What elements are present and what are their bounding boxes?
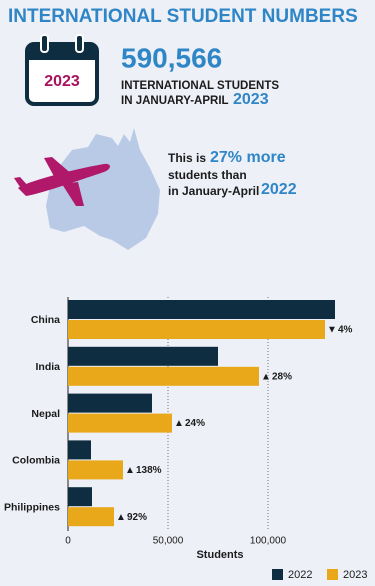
title: INTERNATIONAL STUDENT NUMBERS [8,6,358,27]
bar [68,320,325,339]
bar [68,413,172,433]
x-tick-label: 0 [65,536,71,547]
bar [68,440,91,460]
change-label: 28% [272,371,292,382]
total: 590,566 [121,42,222,73]
plane-icon [14,157,110,206]
legend-swatch [272,569,283,580]
y-tick-label: Colombia [12,455,60,467]
x-tick-label: 100,000 [250,536,287,547]
compare-text: in January-April [168,184,259,198]
change-arrow: ▲ [116,512,126,523]
calendar-icon [25,34,99,106]
x-tick-label: 50,000 [153,536,184,547]
bar [68,346,218,366]
calendar-year: 2023 [44,73,80,90]
change-label: 92% [127,512,147,523]
change-arrow: ▲ [261,371,271,382]
bar [68,507,114,527]
y-tick-label: Nepal [31,408,60,420]
bar [68,300,335,319]
change-label: 24% [185,418,205,429]
bar [68,366,259,386]
legend-label: 2023 [343,569,367,581]
y-tick-label: India [35,361,60,373]
compare-text: students than [168,168,247,182]
change-label: 138% [136,465,162,476]
x-axis-label: Students [196,549,243,561]
change-label: 4% [338,325,353,336]
y-tick-label: Philippines [4,501,60,513]
australia-map [46,128,160,250]
total-line: INTERNATIONAL STUDENTS [121,80,279,92]
total-year: 2023 [233,91,269,108]
change-arrow: ▲ [125,465,135,476]
bar [68,460,123,480]
compare-highlight: 27% more [210,149,286,166]
total-line: IN JANUARY-APRIL [121,95,229,107]
change-arrow: ▼ [327,325,337,336]
y-tick-label: China [31,314,60,326]
change-arrow: ▲ [174,418,184,429]
bar [68,487,92,507]
compare-text: This is [168,151,206,165]
legend-swatch [327,569,338,580]
compare-year: 2022 [261,181,297,198]
legend-label: 2022 [288,569,312,581]
bar [68,393,152,413]
